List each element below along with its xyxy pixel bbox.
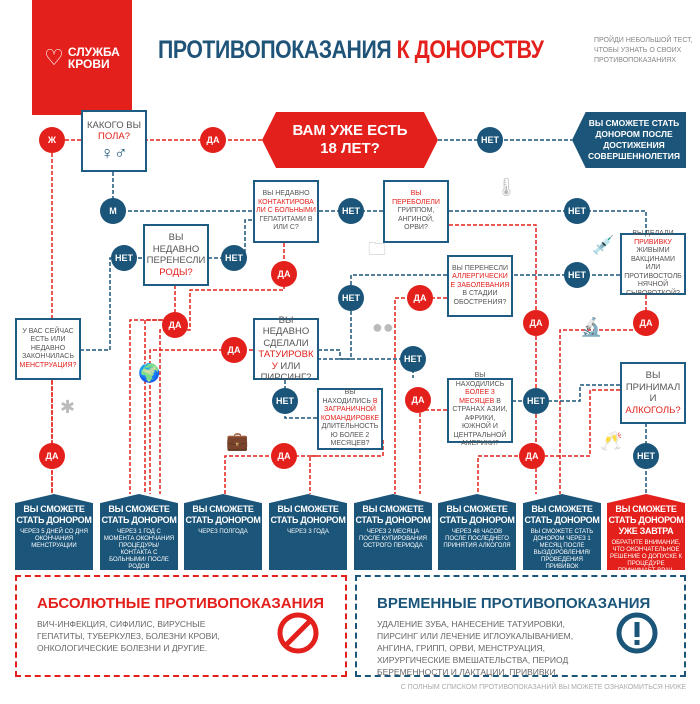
gender-icon: ♀♂ bbox=[100, 142, 128, 163]
yes-badge: ДА bbox=[405, 387, 431, 413]
wine-glasses-icon: 🥂 bbox=[600, 431, 623, 451]
globe-icon: 🌍 bbox=[138, 363, 161, 383]
yes-badge: ДА bbox=[200, 127, 226, 153]
result-card: ВЫ СМОЖЕТЕ СТАТЬ ДОНОРОМ ЧЕРЕЗ 5 ДНЕЙ СО … bbox=[15, 494, 93, 570]
female-badge: Ж bbox=[39, 127, 65, 153]
result-card: ВЫ СМОЖЕТЕ СТАТЬ ДОНОРОМ ЧЕРЕЗ 48 ЧАСОВ П… bbox=[438, 494, 516, 570]
yes-badge: ДА bbox=[39, 443, 65, 469]
result-card: ВЫ СМОЖЕТЕ СТАТЬ ДОНОРОМ ЧЕРЕЗ 2 МЕСЯЦА П… bbox=[354, 494, 432, 570]
yes-badge: ДА bbox=[221, 337, 247, 363]
result-card: ВЫ СМОЖЕТЕ СТАТЬ ДОНОРОМ ЧЕРЕЗ ПОЛГОДА bbox=[184, 494, 262, 570]
question-tattoo: ВЫ НЕДАВНО СДЕЛАЛИ ТАТУИРОВКУ ИЛИ ПИРСИН… bbox=[253, 315, 319, 383]
no-badge: НЕТ bbox=[523, 388, 549, 414]
temporary-contraindications-panel: ВРЕМЕННЫЕ ПРОТИВОПОКАЗАНИЯ УДАЛЕНИЕ ЗУБА… bbox=[355, 575, 686, 677]
yes-badge: ДА bbox=[162, 312, 188, 338]
result-card-tomorrow: ВЫ СМОЖЕТЕ СТАТЬ ДОНОРОМ УЖЕ ЗАВТРА ОБРАТ… bbox=[607, 494, 685, 570]
no-badge: НЕТ bbox=[111, 245, 137, 271]
no-badge: НЕТ bbox=[338, 198, 364, 224]
logo: ♡ СЛУЖБА КРОВИ bbox=[32, 0, 132, 115]
question-vaccine: ВЫ ДЕЛАЛИ ПРИВИВКУ ЖИВЫМИ ВАКЦИНАМИ ИЛИ … bbox=[620, 230, 686, 297]
yes-badge: ДА bbox=[407, 285, 433, 311]
syringe-icon: 💉 bbox=[592, 235, 615, 255]
question-abroad: ВЫ НАХОДИЛИСЬ В ЗАГРАНИЧНОЙ КОМАНДИРОВКЕ… bbox=[317, 388, 383, 450]
panel-text: УДАЛЕНИЕ ЗУБА, НАНЕСЕНИЕ ТАТУИРОВКИ, ПИР… bbox=[377, 619, 574, 677]
yes-badge: ДА bbox=[519, 443, 545, 469]
suitcase-icon: 💼 bbox=[226, 431, 249, 451]
yes-badge: ДА bbox=[523, 310, 549, 336]
no-badge: НЕТ bbox=[221, 245, 247, 271]
yes-badge: ДА bbox=[633, 310, 659, 336]
no-badge: НЕТ bbox=[338, 285, 364, 311]
question-birth: ВЫ НЕДАВНО ПЕРЕНЕСЛИ РОДЫ? bbox=[143, 224, 209, 286]
question-flu: ВЫ ПЕРЕБОЛЕЛИ ГРИППОМ, АНГИНОЙ, ОРВИ? bbox=[383, 180, 449, 243]
no-badge: НЕТ bbox=[564, 262, 590, 288]
male-badge: М bbox=[100, 198, 126, 224]
result-card: ВЫ СМОЖЕТЕ СТАТЬ ДОНОРОМ ЧЕРЕЗ 3 ГОДА bbox=[269, 494, 347, 570]
yes-badge: ДА bbox=[271, 443, 297, 469]
logo-text: КРОВИ bbox=[67, 56, 110, 71]
pills-icon: ●● bbox=[372, 317, 394, 337]
question-travel: ВЫ НАХОДИЛИСЬ БОЛЕЕ 3 МЕСЯЦЕВ В СТРАНАХ … bbox=[447, 372, 513, 447]
question-menstruation: У ВАС СЕЙЧАС ЕСТЬ ИЛИ НЕДАВНО ЗАКОНЧИЛАС… bbox=[15, 318, 81, 380]
page-title: ПРОТИВОПОКАЗАНИЯ К ДОНОРСТВУ bbox=[158, 36, 544, 64]
question-gender: КАКОГО ВЫ ПОЛА? ♀♂ bbox=[81, 110, 147, 172]
question-allergy: ВЫ ПЕРЕНЕСЛИ АЛЛЕРГИЧЕСКИЕ ЗАБОЛЕВАНИЯ В… bbox=[447, 255, 513, 317]
footer-note: С ПОЛНЫМ СПИСКОМ ПРОТИВОПОКАЗАНИЙ ВЫ МОЖ… bbox=[400, 684, 686, 691]
microscope-icon: 🔬 bbox=[580, 317, 603, 337]
logo-text: СЛУЖБА bbox=[67, 44, 120, 59]
exclamation-icon bbox=[616, 612, 658, 654]
no-badge: НЕТ bbox=[400, 346, 426, 372]
underage-result: ВЫ СМОЖЕТЕ СТАТЬ ДОНОРОМ ПОСЛЕ ДОСТИЖЕНИ… bbox=[572, 112, 686, 168]
question-alcohol: ВЫ ПРИНИМАЛИ АЛКОГОЛЬ? bbox=[620, 362, 686, 424]
panel-text: ВИЧ-ИНФЕКЦИЯ, СИФИЛИС, ВИРУСНЫЕ ГЕПАТИТЫ… bbox=[37, 619, 220, 653]
heart-people-icon: ♡ bbox=[44, 44, 64, 70]
panel-title: АБСОЛЮТНЫЕ ПРОТИВОПОКАЗАНИЯ bbox=[37, 595, 325, 612]
question-contact: ВЫ НЕДАВНО КОНТАКТИРОВАЛИ С БОЛЬНЫМИ ГЕП… bbox=[253, 180, 319, 243]
result-card: ВЫ СМОЖЕТЕ СТАТЬ ДОНОРОМ ЧЕРЕЗ 1 ГОД С МО… bbox=[100, 494, 178, 570]
no-badge: НЕТ bbox=[272, 388, 298, 414]
no-badge: НЕТ bbox=[564, 198, 590, 224]
result-card: ВЫ СМОЖЕТЕ СТАТЬ ДОНОРОМ ВЫ СМОЖЕТЕ СТАТЬ… bbox=[523, 494, 601, 570]
start-question: ВАМ УЖЕ ЕСТЬ 18 ЛЕТ? bbox=[262, 112, 438, 168]
yes-badge: ДА bbox=[271, 261, 297, 287]
no-badge: НЕТ bbox=[633, 443, 659, 469]
subtitle: ПРОЙДИ НЕБОЛЬШОЙ ТЕСТ, ЧТОБЫ УЗНАТЬ О СВ… bbox=[594, 37, 693, 64]
no-entry-icon bbox=[277, 612, 319, 654]
panel-title: ВРЕМЕННЫЕ ПРОТИВОПОКАЗАНИЯ bbox=[377, 595, 651, 612]
medical-folder-icon: 🗀 bbox=[368, 239, 386, 259]
thermometer-icon: 🌡 bbox=[495, 177, 518, 197]
no-badge: НЕТ bbox=[477, 127, 503, 153]
absolute-contraindications-panel: АБСОЛЮТНЫЕ ПРОТИВОПОКАЗАНИЯ ВИЧ-ИНФЕКЦИЯ… bbox=[15, 575, 347, 677]
molecule-icon: ✱ bbox=[60, 397, 76, 417]
